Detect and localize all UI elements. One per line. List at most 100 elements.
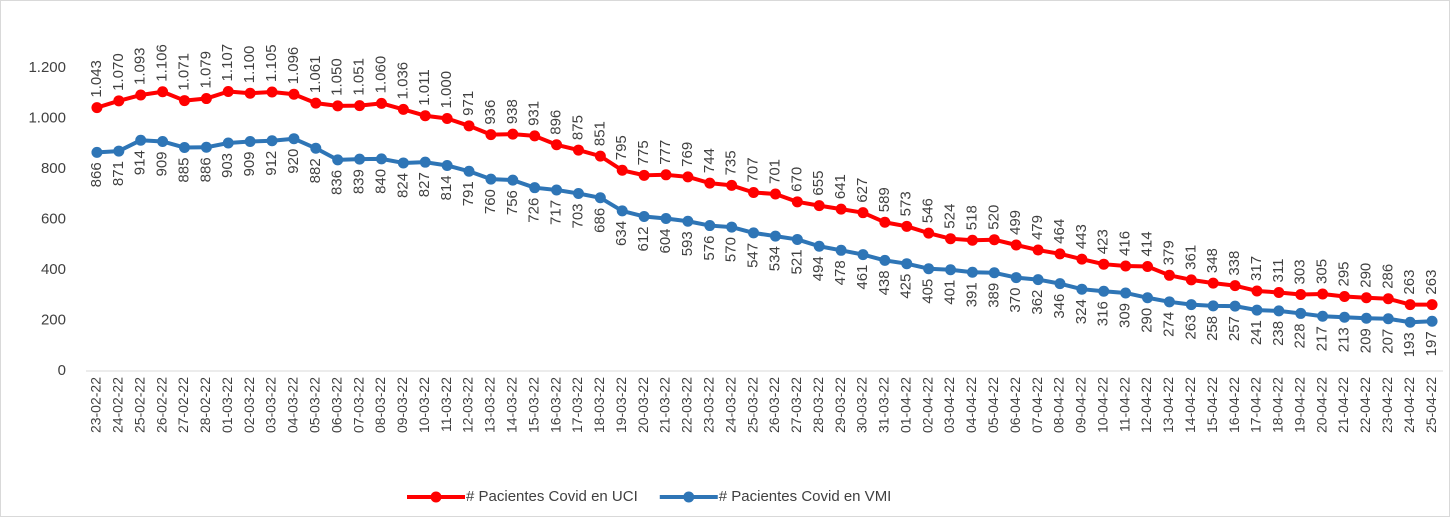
- point: [704, 220, 716, 232]
- point: [791, 196, 803, 208]
- data-label: 263: [1423, 270, 1440, 295]
- point: [1032, 274, 1044, 286]
- data-label: 494: [810, 256, 827, 281]
- data-label: 423: [1095, 229, 1112, 254]
- data-label: 263: [1401, 270, 1418, 295]
- point: [244, 135, 256, 147]
- point: [551, 184, 563, 196]
- data-label: 464: [1051, 219, 1068, 244]
- point: [1207, 277, 1219, 289]
- x-tick-label: 15-03-22: [525, 377, 541, 433]
- point: [310, 97, 322, 109]
- x-tick-label: 05-03-22: [307, 377, 323, 433]
- x-tick-label: 22-03-22: [679, 377, 695, 433]
- data-label: 1.036: [394, 62, 411, 100]
- x-tick-label: 24-03-22: [722, 377, 738, 433]
- point: [1185, 299, 1197, 311]
- data-label: 1.051: [351, 58, 368, 96]
- point: [463, 165, 475, 177]
- x-tick-label: 24-02-22: [110, 377, 126, 433]
- point: [551, 139, 563, 151]
- x-tick-label: 29-03-22: [832, 377, 848, 433]
- data-label: 814: [438, 175, 455, 200]
- data-label: 274: [1160, 312, 1177, 337]
- data-label: 735: [723, 150, 740, 175]
- x-tick-label: 06-04-22: [1007, 377, 1023, 433]
- data-label: 217: [1314, 326, 1331, 351]
- point: [638, 169, 650, 181]
- point: [529, 182, 541, 194]
- data-label: 634: [613, 221, 630, 246]
- x-tick-label: 02-04-22: [919, 377, 935, 433]
- point: [1010, 239, 1022, 251]
- x-tick-label: 30-03-22: [854, 377, 870, 433]
- point: [266, 86, 278, 98]
- data-label: 573: [898, 191, 915, 216]
- point: [178, 95, 190, 107]
- point: [682, 171, 694, 183]
- point: [1251, 304, 1263, 316]
- data-label: 1.000: [438, 71, 455, 109]
- x-tick-label: 19-03-22: [613, 377, 629, 433]
- data-label: 593: [679, 231, 696, 256]
- point: [1076, 253, 1088, 265]
- point: [1120, 287, 1132, 299]
- legend-label: # Pacientes Covid en VMI: [719, 488, 892, 505]
- data-label: 703: [569, 203, 586, 228]
- x-tick-label: 23-04-22: [1379, 377, 1395, 433]
- point: [1360, 292, 1372, 304]
- point: [485, 129, 497, 141]
- point: [1163, 269, 1175, 281]
- point: [1295, 307, 1307, 319]
- x-tick-label: 20-03-22: [635, 377, 651, 433]
- point: [266, 135, 278, 147]
- x-tick-label: 27-03-22: [788, 377, 804, 433]
- data-label: 795: [613, 135, 630, 160]
- data-label: 317: [1248, 256, 1265, 281]
- point: [726, 179, 738, 191]
- x-tick-label: 21-04-22: [1335, 377, 1351, 433]
- data-label: 882: [307, 158, 324, 183]
- data-label: 518: [963, 205, 980, 230]
- point: [660, 169, 672, 181]
- data-label: 851: [591, 121, 608, 146]
- x-tick-label: 04-03-22: [285, 377, 301, 433]
- point: [660, 212, 672, 224]
- point: [397, 157, 409, 169]
- data-label: 824: [394, 173, 411, 198]
- y-tick-label: 1.200: [28, 59, 66, 76]
- point: [901, 258, 913, 270]
- data-label: 717: [548, 200, 565, 225]
- data-label: 338: [1226, 251, 1243, 276]
- data-label: 389: [985, 283, 1002, 308]
- data-label: 391: [963, 282, 980, 307]
- data-label: 1.079: [197, 51, 214, 89]
- data-label: 875: [569, 115, 586, 140]
- data-label: 324: [1073, 299, 1090, 324]
- x-tick-label: 06-03-22: [328, 377, 344, 433]
- point: [507, 174, 519, 186]
- point: [988, 267, 1000, 279]
- point: [135, 134, 147, 146]
- point: [1382, 293, 1394, 305]
- data-label: 438: [876, 270, 893, 295]
- legend-marker: [683, 491, 695, 503]
- x-tick-label: 18-03-22: [591, 377, 607, 433]
- x-tick-label: 07-04-22: [1029, 377, 1045, 433]
- point: [704, 177, 716, 189]
- data-label: 443: [1073, 224, 1090, 249]
- data-label: 290: [1357, 263, 1374, 288]
- point: [857, 207, 869, 219]
- x-tick-label: 10-03-22: [416, 377, 432, 433]
- data-label: 726: [526, 198, 543, 223]
- data-label: 478: [832, 260, 849, 285]
- x-tick-label: 17-04-22: [1248, 377, 1264, 433]
- data-label: 547: [745, 243, 762, 268]
- point: [682, 215, 694, 227]
- data-label: 655: [810, 171, 827, 196]
- data-label: 1.100: [241, 46, 258, 84]
- x-tick-label: 03-03-22: [263, 377, 279, 433]
- data-label: 546: [920, 198, 937, 223]
